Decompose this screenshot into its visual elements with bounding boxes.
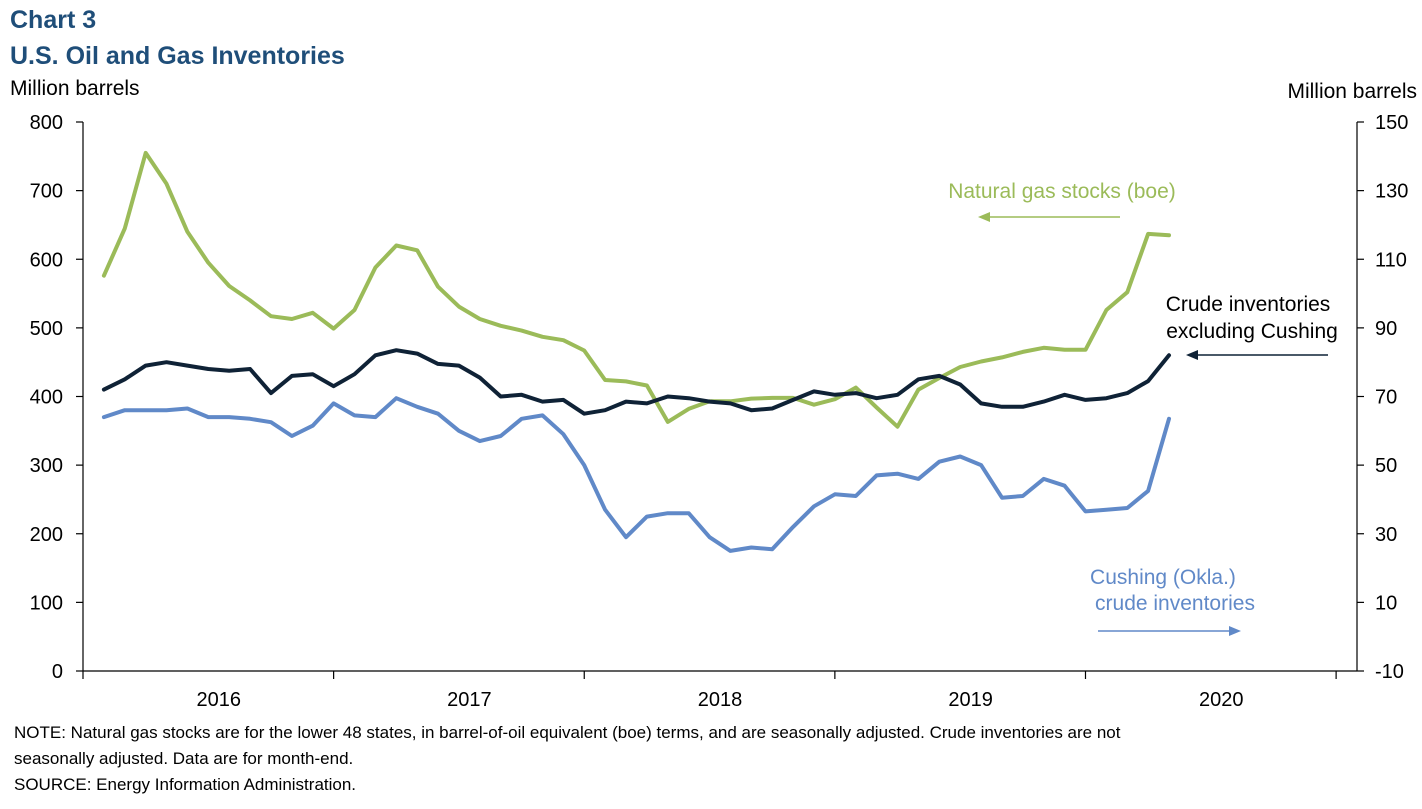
left-tick-label: 700	[30, 181, 63, 203]
right-tick-label: 30	[1375, 524, 1397, 546]
source-line: SOURCE: Energy Information Administratio…	[14, 775, 357, 794]
note-line-2: seasonally adjusted. Data are for month-…	[14, 749, 354, 768]
footnote: NOTE: Natural gas stocks are for the low…	[14, 720, 1384, 798]
left-tick-label: 600	[30, 249, 63, 271]
right-tick-label: 10	[1375, 592, 1397, 614]
chart-title: U.S. Oil and Gas Inventories	[10, 42, 345, 70]
left-tick-label: 400	[30, 387, 63, 409]
crude-series-label-line1: Crude inventories	[1166, 293, 1331, 316]
left-tick-label: 200	[30, 524, 63, 546]
left-tick-label: 100	[30, 592, 63, 614]
axes: 0 100 200 300 400 500 600 700 800 -10 10 30 50 70 90 11…	[30, 112, 1409, 711]
right-tick-label: 110	[1375, 249, 1407, 271]
cushing-series-label-line1: Cushing (Okla.)	[1090, 566, 1236, 589]
gas-series-label: Natural gas stocks (boe)	[948, 180, 1176, 203]
series-lines	[101, 150, 1171, 553]
gas-arrow-head	[978, 212, 990, 222]
right-tick-label: 70	[1375, 387, 1397, 409]
note-line-1: NOTE: Natural gas stocks are for the low…	[14, 723, 1121, 742]
left-tick-label: 800	[30, 112, 63, 134]
right-tick-label: -10	[1375, 661, 1404, 683]
x-tick-label: 2019	[948, 689, 993, 711]
right-tick-label: 90	[1375, 318, 1397, 340]
right-tick-label: 150	[1375, 112, 1408, 134]
left-axis-unit: Million barrels	[10, 77, 140, 100]
left-tick-label: 0	[52, 661, 63, 683]
x-tick-label: 2017	[447, 689, 492, 711]
x-tick-label: 2018	[698, 689, 743, 711]
crude-arrow-head	[1186, 350, 1198, 360]
crude-ex-cushing-line	[101, 348, 1171, 416]
x-tick-label: 2020	[1199, 689, 1244, 711]
right-tick-label: 130	[1375, 181, 1408, 203]
annotations: Natural gas stocks (boe) Crude inventori…	[948, 180, 1338, 636]
cushing-arrow-head	[1229, 626, 1241, 636]
left-tick-label: 500	[30, 318, 63, 340]
cushing-series-label-line2: crude inventories	[1095, 592, 1255, 615]
x-tick-label: 2016	[197, 689, 242, 711]
right-axis-unit: Million barrels	[1287, 80, 1417, 103]
left-tick-label: 300	[30, 455, 63, 477]
right-tick-label: 50	[1375, 455, 1397, 477]
chart-number: Chart 3	[10, 6, 97, 34]
cushing-crude-line	[101, 396, 1171, 553]
crude-series-label-line2: excluding Cushing	[1166, 320, 1338, 343]
natural-gas-stocks-line	[101, 150, 1171, 429]
